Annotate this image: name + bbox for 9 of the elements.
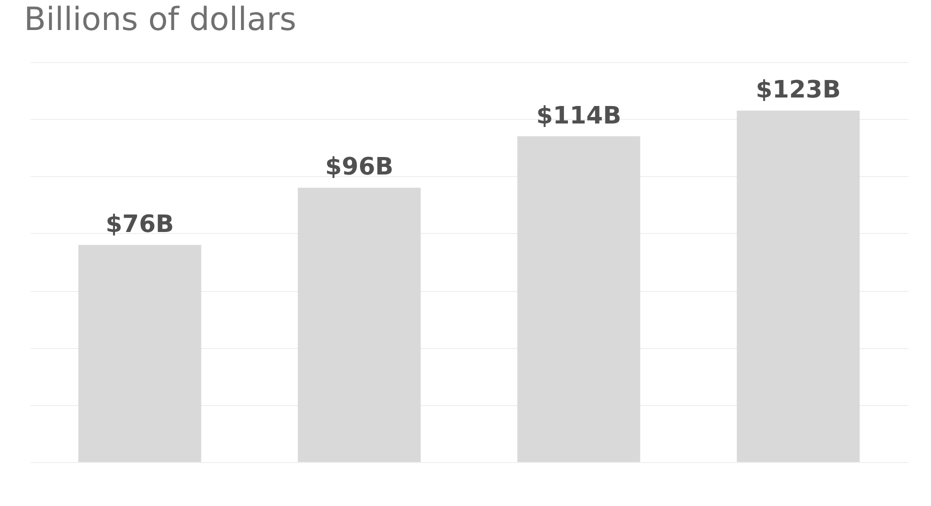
bar (517, 136, 640, 462)
data-label: $76B (106, 210, 174, 238)
bar (736, 110, 860, 462)
data-label: $96B (325, 152, 394, 181)
data-label: $114B (536, 101, 622, 130)
bar (78, 244, 202, 462)
chart-title: Billions of dollars (24, 0, 296, 38)
data-label: $123B (756, 76, 841, 104)
bar (298, 188, 421, 462)
